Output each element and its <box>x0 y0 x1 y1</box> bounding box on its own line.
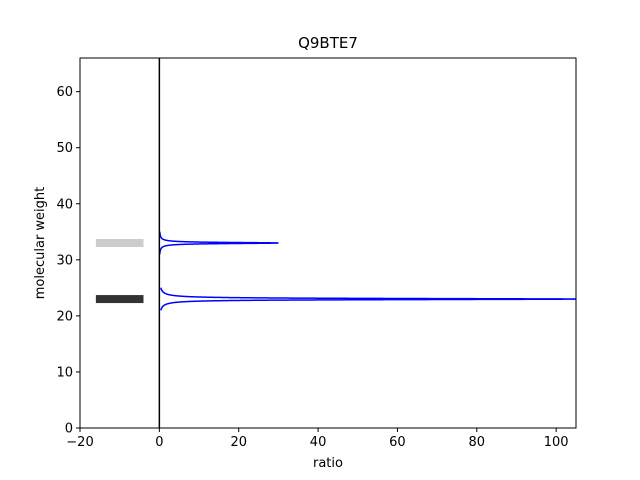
x-tick-label: 20 <box>230 435 247 450</box>
y-tick-label: 30 <box>56 253 73 268</box>
x-tick-label: 0 <box>155 435 163 450</box>
x-tick-label: −20 <box>66 435 93 450</box>
plot-frame <box>79 57 577 429</box>
y-axis-label: molecular weight <box>33 187 48 300</box>
band-0 <box>95 239 144 247</box>
y-tick-label: 40 <box>56 197 73 212</box>
x-tick-label: 80 <box>469 435 486 450</box>
x-axis-label: ratio <box>313 456 343 471</box>
peak-curve-1 <box>160 287 576 311</box>
x-tick-label: 40 <box>310 435 327 450</box>
y-tick-label: 10 <box>56 365 73 380</box>
peak-curve-0 <box>159 231 279 255</box>
band-1 <box>95 295 144 304</box>
y-tick-label: 0 <box>65 422 73 437</box>
y-tick-label: 50 <box>56 141 73 156</box>
y-tick-label: 20 <box>56 309 73 324</box>
chart-title: Q9BTE7 <box>298 34 358 52</box>
y-tick-label: 60 <box>56 85 73 100</box>
x-tick-label: 60 <box>389 435 406 450</box>
x-tick-label: 100 <box>544 435 569 450</box>
